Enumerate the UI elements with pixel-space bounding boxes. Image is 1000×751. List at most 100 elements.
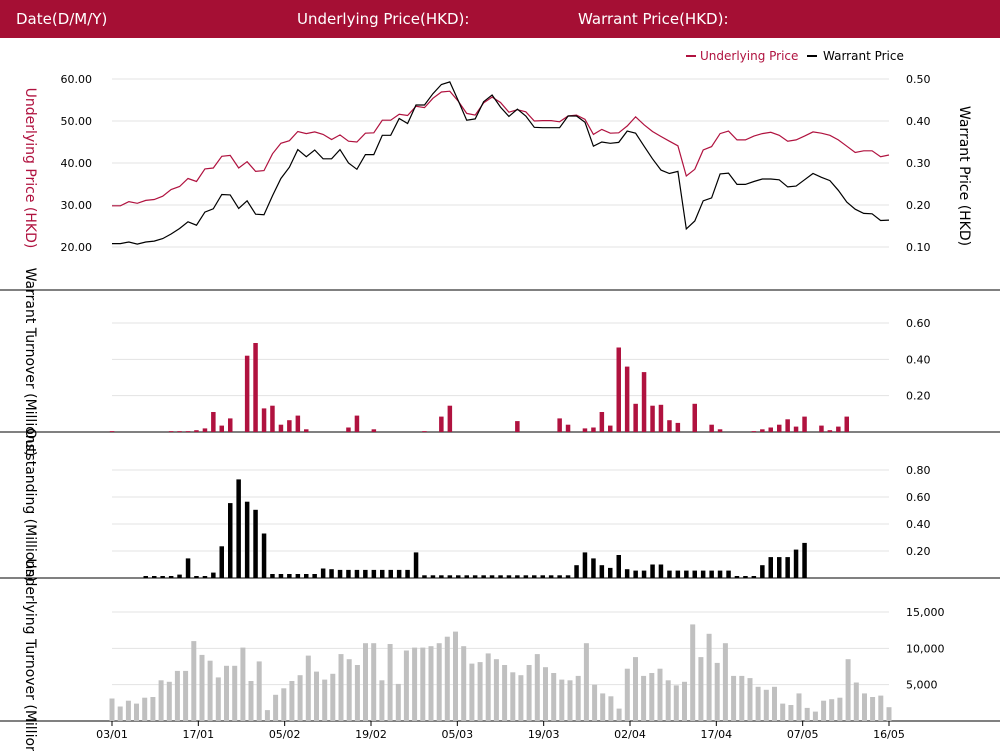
warrant-turnover-bar: [557, 418, 562, 432]
y-tick-label: 0.60: [906, 317, 931, 330]
warrant-turnover-bar: [194, 430, 199, 432]
warrant-turnover-bar: [650, 405, 655, 432]
legend-underlying-label: Underlying Price: [700, 49, 798, 63]
outstanding-bar: [540, 575, 545, 578]
warrant-turnover-bar: [565, 424, 571, 432]
x-tick-label: 02/04: [614, 728, 646, 741]
outstanding-bar: [506, 575, 512, 578]
underlying-turnover-bar: [592, 684, 598, 721]
warrant-turnover-bar: [515, 421, 520, 432]
warrant-turnover-bar: [295, 415, 301, 432]
underlying-turnover-bar: [436, 643, 442, 721]
underlying-turnover-bar: [690, 624, 696, 721]
warrant-turnover-bar: [658, 404, 664, 433]
warrant-turnover-axis-title: Warrant Turnover (Millions): [22, 268, 38, 457]
outstanding-bar: [211, 572, 216, 578]
underlying-turnover-bar: [518, 675, 524, 721]
warrant-turnover-bar: [447, 405, 453, 432]
underlying-turnover-bar: [739, 675, 745, 721]
underlying-turnover-bar: [207, 660, 213, 721]
underlying-turnover-bar: [829, 699, 835, 721]
y-tick-label: 15,000: [906, 606, 945, 619]
underlying-turnover-bar: [755, 686, 761, 721]
underlying-turnover-bar: [346, 659, 352, 721]
outstanding-bar: [532, 575, 537, 578]
underlying-turnover-bar: [649, 673, 655, 721]
underlying-turnover-bar: [837, 697, 843, 721]
underlying-turnover-bar: [600, 693, 606, 721]
outstanding-bar: [523, 575, 529, 578]
underlying-turnover-bar: [575, 675, 581, 721]
underlying-turnover-bar: [796, 693, 802, 721]
outstanding-bar: [295, 574, 301, 578]
outstanding-bar: [481, 575, 486, 578]
underlying-turnover-bar: [862, 693, 867, 721]
outstanding-bar: [684, 570, 689, 578]
outstanding-bar: [439, 575, 444, 578]
y-tick-label: 0.40: [906, 353, 931, 366]
warrant-turnover-bar: [304, 429, 309, 432]
warrant-turnover-bar: [675, 422, 681, 432]
outstanding-bar: [785, 557, 790, 578]
outstanding-bar: [464, 575, 469, 578]
underlying-turnover-bar: [845, 659, 851, 721]
y-tick-label-left: 30.00: [61, 199, 93, 212]
underlying-turnover-bar: [559, 679, 565, 721]
outstanding-bar: [548, 575, 554, 578]
warrant-turnover-bar: [371, 429, 377, 432]
underlying-turnover-bar: [166, 681, 172, 721]
warrant-turnover-bar: [219, 425, 224, 432]
outstanding-bar: [413, 552, 419, 578]
legend: Underlying Price Warrant Price: [686, 49, 904, 63]
underlying-turnover-bar: [493, 659, 499, 721]
underlying-turnover-bar: [616, 708, 622, 721]
warrant-turnover-bar: [608, 425, 613, 432]
outstanding-bar: [650, 564, 655, 578]
warrant-turnover-bar: [785, 419, 790, 432]
underlying-turnover-bar: [387, 644, 393, 721]
underlying-turnover-bar: [788, 705, 794, 721]
underlying-turnover-bar: [714, 662, 720, 721]
underlying-turnover-bar: [314, 671, 319, 721]
warrant-turnover-bar: [354, 415, 360, 432]
warrant-turnover-bar: [751, 431, 757, 432]
underlying-turnover-bar: [763, 689, 769, 721]
underlying-turnover-axis-title: Underlying Turnover (Millions): [22, 558, 38, 751]
outstanding-bar: [675, 570, 681, 578]
x-tick-label: 19/02: [355, 728, 387, 741]
underlying-turnover-bar: [142, 697, 148, 721]
underlying-turnover-bar: [821, 700, 827, 721]
warrant-turnover-bar: [287, 420, 292, 432]
x-tick-label: 19/03: [528, 728, 560, 741]
outstanding-bar: [472, 575, 478, 578]
warrant-turnover-bar: [278, 424, 284, 432]
underlying-turnover-bar: [379, 680, 385, 721]
underlying-turnover-bar: [174, 670, 180, 721]
x-tick-label: 16/05: [873, 728, 905, 741]
warrant-turnover-bar: [760, 429, 765, 432]
outstanding-bar: [177, 574, 182, 578]
underlying-turnover-bar: [395, 683, 401, 721]
underlying-turnover-bar: [297, 675, 303, 721]
underlying-turnover-bar: [731, 675, 737, 721]
outstanding-bar: [802, 542, 807, 578]
warrant-turnover-bar: [422, 431, 427, 432]
warrant-turnover-bar: [624, 366, 630, 432]
y-tick-label-left: 60.00: [61, 73, 93, 86]
outstanding-axis-title: Outstanding (Millions): [22, 428, 38, 582]
outstanding-bar: [329, 569, 334, 578]
warrant-turnover-bar: [616, 347, 621, 432]
outstanding-bar: [202, 576, 208, 578]
underlying-turnover-bar: [256, 661, 262, 721]
warrant-price-line: [112, 81, 890, 245]
outstanding-bar: [700, 570, 706, 578]
y-tick-label-left: 50.00: [61, 115, 93, 128]
outstanding-bar: [667, 570, 672, 578]
outstanding-bar: [228, 503, 233, 578]
warrant-turnover-bar: [692, 403, 697, 432]
underlying-turnover-bar: [633, 657, 638, 721]
warrant-turnover-bar: [228, 418, 233, 432]
warrant-turnover-bar: [844, 416, 849, 432]
outstanding-bar: [371, 569, 377, 578]
date-label: Date(D/M/Y): [16, 10, 108, 28]
